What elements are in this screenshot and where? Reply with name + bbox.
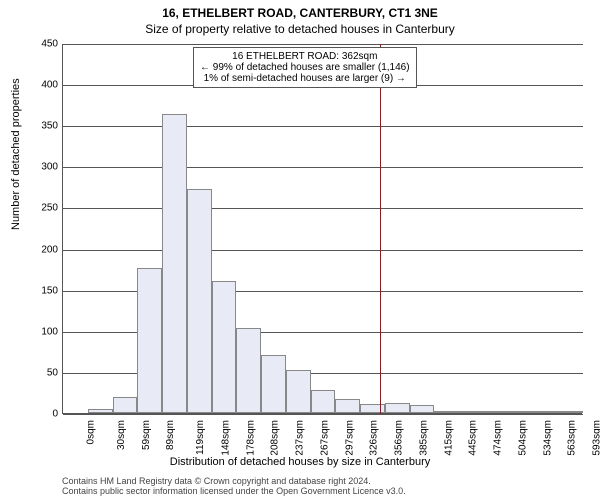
x-tick-label: 89sqm [165, 420, 176, 450]
x-tick-label: 385sqm [418, 420, 429, 456]
footer-line2: Contains public sector information licen… [62, 486, 406, 496]
histogram-bar [286, 370, 311, 413]
x-axis-label: Distribution of detached houses by size … [0, 456, 600, 468]
gridline [63, 414, 583, 415]
y-tick-label: 400 [28, 80, 58, 91]
gridline [63, 208, 583, 209]
x-tick-label: 178sqm [245, 420, 256, 456]
x-tick-label: 30sqm [116, 420, 127, 450]
histogram-bar [162, 114, 187, 413]
y-tick-label: 200 [28, 244, 58, 255]
histogram-bar [484, 411, 509, 413]
histogram-bar [88, 409, 113, 413]
histogram-bar [509, 411, 534, 413]
histogram-bar [533, 411, 558, 413]
annotation-line: 1% of semi-detached houses are larger (9… [200, 73, 410, 84]
y-axis-label: Number of detached properties [10, 78, 22, 230]
x-tick-label: 267sqm [319, 420, 330, 456]
x-tick-label: 326sqm [369, 420, 380, 456]
annotation-line: 16 ETHELBERT ROAD: 362sqm [200, 51, 410, 62]
histogram-bar [558, 411, 583, 413]
x-tick-label: 208sqm [270, 420, 281, 456]
histogram-bar [410, 405, 435, 413]
annotation-line: ← 99% of detached houses are smaller (1,… [200, 62, 410, 73]
histogram-bar [459, 411, 484, 413]
x-tick-label: 119sqm [195, 420, 206, 455]
annotation-box: 16 ETHELBERT ROAD: 362sqm← 99% of detach… [193, 47, 417, 88]
reference-line [380, 44, 381, 414]
x-tick-label: 237sqm [295, 420, 306, 456]
histogram-bar [311, 390, 336, 413]
footer-attribution: Contains HM Land Registry data © Crown c… [62, 476, 406, 497]
x-tick-label: 504sqm [518, 420, 529, 456]
chart-subtitle: Size of property relative to detached ho… [0, 20, 600, 36]
chart-title-address: 16, ETHELBERT ROAD, CANTERBURY, CT1 3NE [0, 0, 600, 20]
histogram-bar [212, 281, 237, 413]
histogram-bar [187, 189, 212, 413]
x-tick-label: 356sqm [394, 420, 405, 456]
x-tick-label: 445sqm [468, 420, 479, 456]
histogram-bar [261, 355, 286, 413]
y-tick-label: 100 [28, 326, 58, 337]
x-tick-label: 0sqm [85, 420, 96, 444]
x-tick-label: 563sqm [567, 420, 578, 456]
x-tick-label: 593sqm [592, 420, 600, 456]
x-tick-label: 534sqm [542, 420, 553, 456]
y-tick-label: 150 [28, 285, 58, 296]
gridline [63, 167, 583, 168]
y-tick-label: 0 [28, 409, 58, 420]
chart-plot-area: 0501001502002503003504004500sqm30sqm59sq… [62, 44, 582, 414]
gridline [63, 250, 583, 251]
y-tick-label: 450 [28, 39, 58, 50]
y-tick-label: 250 [28, 203, 58, 214]
y-tick-label: 50 [28, 367, 58, 378]
x-tick-label: 297sqm [344, 420, 355, 456]
y-tick-label: 300 [28, 162, 58, 173]
x-tick-label: 415sqm [443, 420, 454, 456]
histogram-bar [236, 328, 261, 414]
y-tick-label: 350 [28, 121, 58, 132]
histogram-bar [137, 268, 162, 413]
histogram-bar [113, 397, 138, 413]
histogram-bar [385, 403, 410, 413]
x-tick-label: 59sqm [141, 420, 152, 450]
x-tick-label: 148sqm [220, 420, 231, 456]
histogram-bar [335, 399, 360, 413]
histogram-bar [434, 411, 459, 413]
footer-line1: Contains HM Land Registry data © Crown c… [62, 476, 406, 486]
gridline [63, 44, 583, 45]
x-tick-label: 474sqm [493, 420, 504, 456]
gridline [63, 126, 583, 127]
